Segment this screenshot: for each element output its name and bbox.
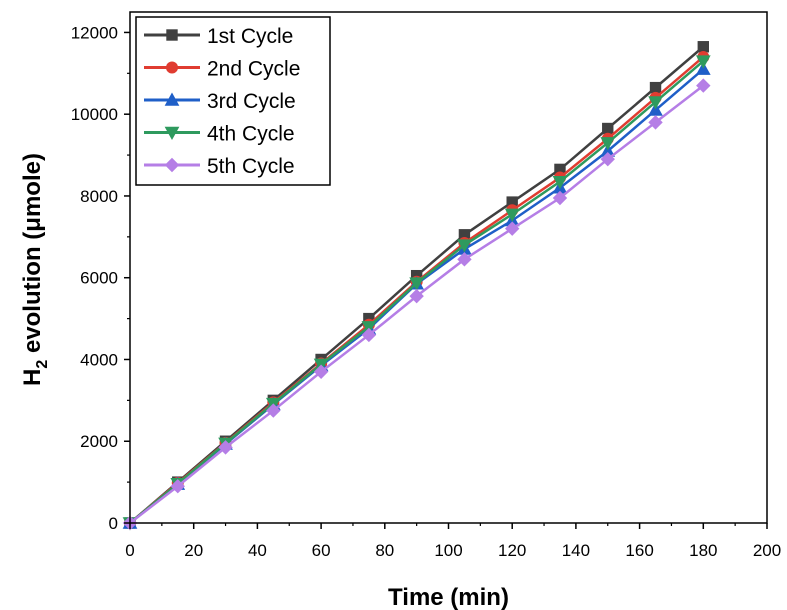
legend-item: 5th Cycle (144, 155, 295, 178)
legend-item: 1st Cycle (144, 25, 293, 48)
data-point (649, 81, 662, 94)
legend-label: 2nd Cycle (207, 58, 300, 81)
data-point (457, 252, 472, 267)
data-point (504, 221, 520, 236)
y-tick-label: 0 (109, 514, 118, 533)
y-axis-title-rest: evolution (μmole) (19, 153, 46, 360)
legend-marker (164, 92, 180, 106)
data-point (697, 41, 709, 53)
x-tick-label: 100 (434, 541, 462, 560)
data-point (504, 208, 520, 222)
x-tick-label: 60 (312, 541, 331, 560)
legend-marker (164, 126, 180, 141)
y-axis-title: H2 evolution (μmole) (19, 153, 51, 386)
data-point (218, 440, 233, 455)
legend-marker (165, 61, 179, 74)
data-point (552, 190, 568, 206)
legend-item: 4th Cycle (144, 123, 295, 146)
data-point (266, 403, 281, 418)
data-point (648, 115, 663, 130)
legend-marker (164, 157, 180, 173)
legend-label: 3rd Cycle (207, 90, 296, 113)
data-point (602, 122, 614, 135)
y-tick-label: 6000 (80, 269, 118, 288)
data-point (361, 321, 377, 335)
data-point (409, 288, 424, 304)
data-point (695, 55, 711, 69)
series-layer (122, 41, 711, 531)
legend-marker (166, 29, 178, 41)
x-axis: 0 20 40 60 80 100 120 140 160 180 200 (125, 523, 781, 560)
y-axis-title-main: H (19, 369, 46, 386)
data-point (552, 175, 568, 190)
legend: 1st Cycle 2nd Cycle 3rd Cycle 4th Cycle 5th … (135, 16, 331, 186)
data-point (696, 78, 711, 93)
data-point (313, 364, 329, 379)
data-point (648, 96, 663, 110)
legend-item: 3rd Cycle (144, 90, 296, 113)
x-tick-label: 140 (562, 541, 590, 560)
x-tick-label: 80 (375, 541, 394, 560)
legend-item: 2nd Cycle (144, 58, 300, 81)
data-point (170, 479, 185, 494)
x-tick-label: 180 (689, 541, 717, 560)
legend-label: 1st Cycle (207, 25, 293, 48)
series-5 (122, 78, 711, 531)
legend-label: 4th Cycle (207, 123, 295, 146)
data-point (361, 327, 377, 343)
x-axis-title: Time (min) (388, 584, 509, 610)
x-tick-label: 0 (125, 541, 134, 560)
y-tick-label: 2000 (80, 432, 118, 451)
y-axis: 0 2000 4000 6000 8000 10000 12000 (71, 23, 130, 533)
data-point (600, 151, 615, 167)
x-tick-label: 120 (498, 541, 526, 560)
y-tick-label: 10000 (71, 105, 118, 124)
x-tick-label: 200 (753, 541, 781, 560)
y-tick-label: 4000 (80, 350, 118, 369)
x-tick-label: 160 (625, 541, 653, 560)
data-point (600, 137, 616, 151)
y-tick-label: 8000 (80, 187, 118, 206)
data-point (457, 239, 472, 253)
y-axis-title-subscript: 2 (34, 360, 51, 369)
x-tick-label: 20 (184, 541, 203, 560)
legend-label: 5th Cycle (207, 155, 295, 178)
data-point (409, 277, 424, 291)
x-tick-label: 40 (248, 541, 267, 560)
y-tick-label: 12000 (71, 23, 118, 42)
